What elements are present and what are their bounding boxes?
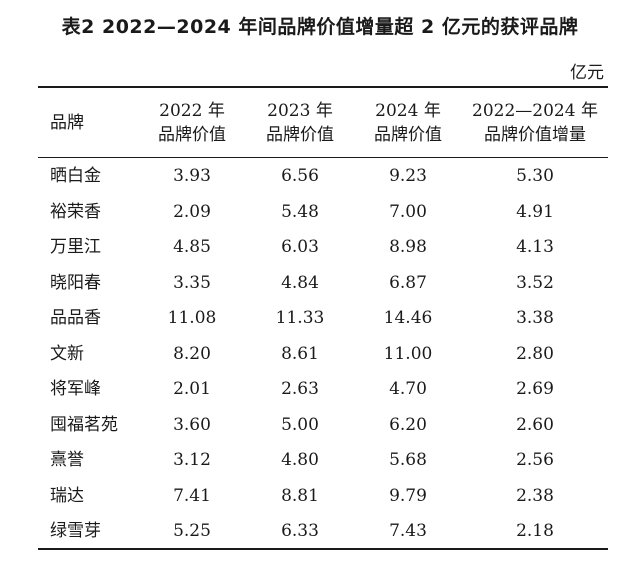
table-title: 表2 2022—2024 年间品牌价值增量超 2 亿元的获评品牌 bbox=[61, 16, 579, 38]
cell-value-2023: 8.61 bbox=[281, 343, 319, 364]
cell-value-2022: 3.12 bbox=[173, 450, 211, 470]
cell-value-2022: 7.41 bbox=[173, 485, 211, 506]
cell-value-2023: 4.84 bbox=[281, 272, 319, 293]
table-row: 文新 8.20 8.61 11.00 2.80 bbox=[38, 337, 608, 373]
cell-value-2022: 3.60 bbox=[173, 414, 211, 435]
cell-value-2023: 6.03 bbox=[281, 237, 319, 257]
cell-value-2022: 2.01 bbox=[173, 379, 211, 399]
cell-value-2022: 11.08 bbox=[167, 308, 217, 328]
cell-value-2022: 3.35 bbox=[173, 272, 211, 293]
cell-value-2024: 6.20 bbox=[389, 414, 427, 435]
brand-value-table: 品牌 2022 年 品牌价值 2023 年 品牌价值 2024 年 品牌价值 2… bbox=[38, 88, 608, 550]
table-row: 将军峰 2.01 2.63 4.70 2.69 bbox=[38, 372, 608, 408]
table-row: 绿雪芽 5.25 6.33 7.43 2.18 bbox=[38, 514, 608, 550]
cell-brand: 裕荣香 bbox=[50, 201, 101, 222]
cell-brand: 囤福茗苑 bbox=[50, 414, 118, 435]
cell-value-2023: 11.33 bbox=[275, 308, 325, 328]
cell-value-increment: 2.56 bbox=[516, 450, 554, 470]
header-increment: 2022—2024 年 品牌价值增量 bbox=[472, 100, 598, 145]
cell-value-increment: 2.18 bbox=[516, 521, 554, 541]
cell-brand: 晒白金 bbox=[50, 166, 101, 186]
cell-brand: 晓阳春 bbox=[50, 272, 101, 293]
cell-value-2023: 6.33 bbox=[281, 521, 319, 541]
cell-brand: 绿雪芽 bbox=[50, 521, 101, 541]
table-row: 囤福茗苑 3.60 5.00 6.20 2.60 bbox=[38, 408, 608, 444]
cell-brand: 品品香 bbox=[50, 308, 101, 328]
table-row: 熹誉 3.12 4.80 5.68 2.56 bbox=[38, 443, 608, 479]
cell-value-2023: 4.80 bbox=[281, 450, 319, 470]
cell-value-2024: 7.00 bbox=[389, 201, 427, 222]
cell-value-2022: 4.85 bbox=[173, 237, 211, 257]
cell-value-2023: 5.48 bbox=[281, 201, 319, 222]
table-row: 瑞达 7.41 8.81 9.79 2.38 bbox=[38, 479, 608, 515]
cell-value-2024: 9.79 bbox=[389, 485, 427, 506]
cell-value-2022: 8.20 bbox=[173, 343, 211, 364]
cell-value-2024: 6.87 bbox=[389, 272, 427, 293]
cell-value-2024: 9.23 bbox=[389, 166, 427, 186]
cell-value-2022: 5.25 bbox=[173, 521, 211, 541]
header-2023: 2023 年 品牌价值 bbox=[266, 100, 334, 145]
cell-value-2022: 2.09 bbox=[173, 201, 211, 222]
header-2022: 2022 年 品牌价值 bbox=[158, 100, 226, 145]
cell-value-increment: 4.91 bbox=[516, 201, 554, 222]
header-row: 品牌 2022 年 品牌价值 2023 年 品牌价值 2024 年 品牌价值 2… bbox=[38, 88, 608, 157]
table-row: 裕荣香 2.09 5.48 7.00 4.91 bbox=[38, 195, 608, 231]
table-row: 万里江 4.85 6.03 8.98 4.13 bbox=[38, 230, 608, 266]
cell-value-increment: 3.38 bbox=[516, 308, 554, 328]
cell-value-2024: 8.98 bbox=[389, 237, 427, 257]
cell-value-2024: 11.00 bbox=[383, 343, 433, 364]
cell-value-2024: 5.68 bbox=[389, 450, 427, 470]
cell-value-2024: 7.43 bbox=[389, 521, 427, 541]
header-brand: 品牌 bbox=[50, 112, 84, 133]
cell-value-increment: 2.69 bbox=[516, 379, 554, 399]
unit-label: 亿元 bbox=[570, 63, 604, 83]
cell-value-increment: 5.30 bbox=[516, 166, 554, 186]
cell-brand: 万里江 bbox=[50, 237, 101, 257]
cell-value-2024: 4.70 bbox=[389, 379, 427, 399]
cell-value-increment: 2.38 bbox=[516, 485, 554, 506]
cell-brand: 熹誉 bbox=[50, 450, 84, 470]
table-row: 晒白金 3.93 6.56 9.23 5.30 bbox=[38, 159, 608, 195]
top-rule bbox=[38, 86, 608, 88]
cell-value-2023: 2.63 bbox=[281, 379, 319, 399]
cell-brand: 文新 bbox=[50, 343, 84, 364]
cell-value-2023: 8.81 bbox=[281, 485, 319, 506]
cell-value-2023: 6.56 bbox=[281, 166, 319, 186]
cell-value-increment: 4.13 bbox=[516, 237, 554, 257]
table-row: 品品香 11.08 11.33 14.46 3.38 bbox=[38, 301, 608, 337]
cell-brand: 瑞达 bbox=[50, 485, 84, 506]
table-row: 晓阳春 3.35 4.84 6.87 3.52 bbox=[38, 266, 608, 302]
cell-brand: 将军峰 bbox=[50, 379, 101, 399]
header-2024: 2024 年 品牌价值 bbox=[374, 100, 442, 145]
cell-value-increment: 2.60 bbox=[516, 414, 554, 435]
cell-value-2023: 5.00 bbox=[281, 414, 319, 435]
cell-value-increment: 2.80 bbox=[516, 343, 554, 364]
header-rule bbox=[38, 157, 608, 158]
cell-value-2022: 3.93 bbox=[173, 166, 211, 186]
cell-value-increment: 3.52 bbox=[516, 272, 554, 293]
cell-value-2024: 14.46 bbox=[383, 308, 433, 328]
bottom-rule bbox=[38, 548, 608, 550]
